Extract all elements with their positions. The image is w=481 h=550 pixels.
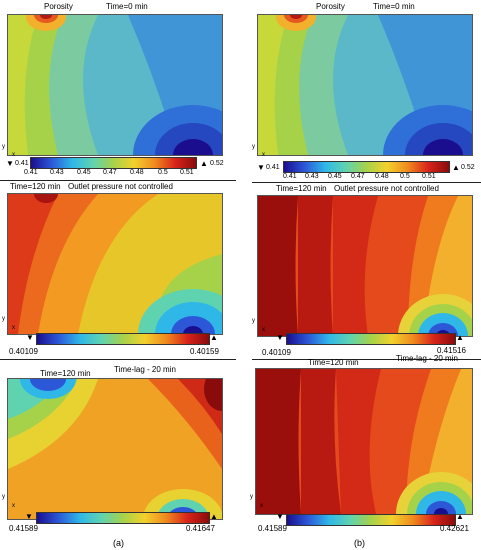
- max-label: 0.52: [461, 164, 475, 171]
- colorbar-tick: 0.51: [180, 169, 194, 176]
- contour-plot: [7, 378, 223, 520]
- contour-plot: [7, 14, 223, 156]
- colorbar: [36, 333, 210, 345]
- min-label: 0.40109: [9, 347, 38, 356]
- panel-title-right: Time=0 min: [106, 2, 148, 11]
- colorbar-tick: 0.45: [77, 169, 91, 176]
- min-label: 0.41: [15, 160, 29, 167]
- max-triangle-icon: ▲: [456, 512, 464, 521]
- panel-title-left: Time=120 min: [276, 184, 327, 193]
- y-axis-label: y: [2, 144, 5, 150]
- sublabel-a: (a): [113, 538, 124, 548]
- x-axis-label: x: [12, 503, 15, 509]
- panel-title-right: Time-lag - 20 min: [396, 354, 458, 363]
- divider: [0, 359, 236, 360]
- panel-title-left: Porosity: [44, 2, 73, 11]
- min-label: 0.41589: [9, 524, 38, 533]
- colorbar-tick: 0.47: [351, 173, 365, 180]
- colorbar: [286, 333, 456, 345]
- y-axis-label: y: [250, 494, 253, 500]
- x-axis-label: x: [262, 152, 265, 158]
- max-triangle-icon: ▲: [456, 333, 464, 342]
- panel-title-right: Outlet pressure not controlled: [68, 182, 173, 191]
- panel-title-right: Time-lag - 20 min: [114, 365, 176, 374]
- colorbar-tick: 0.43: [305, 173, 319, 180]
- max-label: 0.42621: [440, 524, 469, 533]
- x-axis-label: x: [260, 503, 263, 509]
- contour-plot: [7, 193, 223, 335]
- colorbar-tick: 0.48: [130, 169, 144, 176]
- min-label: 0.40109: [262, 348, 291, 357]
- colorbar-tick: 0.41: [24, 169, 38, 176]
- min-triangle-icon: ▼: [276, 333, 284, 342]
- y-axis-label: y: [2, 494, 5, 500]
- colorbar-tick: 0.5: [158, 169, 168, 176]
- x-axis-label: x: [12, 152, 15, 158]
- divider: [252, 182, 481, 183]
- min-triangle-icon: ▼: [276, 512, 284, 521]
- max-label: 0.52: [210, 160, 224, 167]
- max-label: 0.41647: [186, 524, 215, 533]
- min-triangle-icon: ▼: [25, 512, 33, 521]
- panel-title-right: Time=0 min: [373, 2, 415, 11]
- min-triangle-icon: ▼: [6, 159, 14, 168]
- colorbar: [286, 514, 456, 526]
- panel-title-left: Time=120 min: [10, 182, 61, 191]
- colorbar-tick: 0.41: [283, 173, 297, 180]
- min-label: 0.41589: [258, 524, 287, 533]
- divider: [0, 180, 236, 181]
- colorbar-tick: 0.51: [422, 173, 436, 180]
- max-label: 0.41516: [437, 346, 466, 355]
- panel-title-left: Time=120 min: [308, 358, 359, 367]
- y-axis-label: y: [252, 144, 255, 150]
- max-label: 0.40159: [190, 347, 219, 356]
- max-triangle-icon: ▲: [210, 333, 218, 342]
- colorbar-tick: 0.47: [103, 169, 117, 176]
- colorbar-tick: 0.48: [375, 173, 389, 180]
- min-label: 0.41: [266, 164, 280, 171]
- contour-plot: [255, 368, 473, 515]
- x-axis-label: x: [12, 325, 15, 331]
- colorbar-tick: 0.43: [50, 169, 64, 176]
- colorbar: [283, 161, 450, 173]
- colorbar: [36, 512, 210, 524]
- colorbar-tick: 0.45: [328, 173, 342, 180]
- min-triangle-icon: ▼: [26, 333, 34, 342]
- y-axis-label: y: [252, 318, 255, 324]
- panel-title-left: Time=120 min: [40, 369, 91, 378]
- colorbar: [30, 157, 197, 169]
- divider: [252, 359, 481, 360]
- contour-plot: [257, 14, 473, 156]
- panel-title-left: Porosity: [316, 2, 345, 11]
- y-axis-label: y: [2, 316, 5, 322]
- min-triangle-icon: ▼: [257, 163, 265, 172]
- max-triangle-icon: ▲: [210, 512, 218, 521]
- max-triangle-icon: ▲: [200, 159, 208, 168]
- contour-plot: [257, 195, 473, 337]
- colorbar-tick: 0.5: [400, 173, 410, 180]
- panel-title-right: Outlet pressure not controlled: [334, 184, 439, 193]
- x-axis-label: x: [262, 327, 265, 333]
- sublabel-b: (b): [354, 538, 365, 548]
- max-triangle-icon: ▲: [452, 163, 460, 172]
